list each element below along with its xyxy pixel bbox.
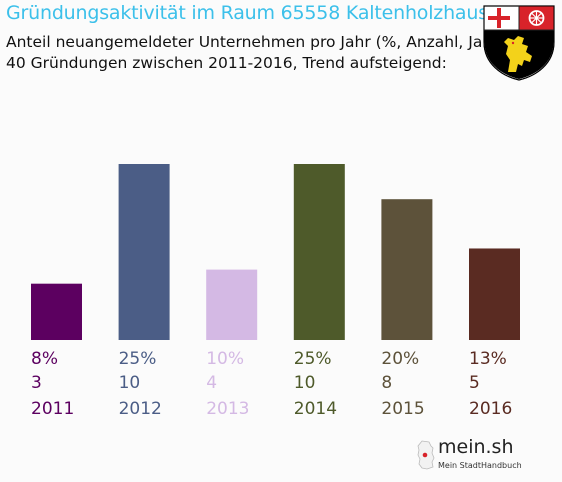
bar-2014 [293,164,345,340]
year-label-2015: 2015 [381,399,424,419]
percent-label-2012: 25% [119,349,157,369]
percent-label-2016: 13% [469,349,507,369]
year-label-2013: 2013 [206,399,249,419]
percent-label-2011: 8% [31,349,58,369]
chart-title: Gründungsaktivität im Raum 65558 Kaltenh… [6,2,512,24]
bar-2012 [118,164,170,340]
count-label-2015: 8 [381,373,392,393]
year-label-2016: 2016 [469,399,512,419]
count-label-2011: 3 [31,373,42,393]
rhineland-palatinate-coat-of-arms-icon [483,5,555,81]
bar-2015 [381,199,433,340]
brand-logo: mein.sh Mein StadtHandbuch [416,436,528,476]
count-label-2013: 4 [206,373,217,393]
brand-tagline: Mein StadtHandbuch [438,461,522,470]
bar-2013 [206,269,258,340]
year-label-2014: 2014 [294,399,337,419]
chart-subtitle: Anteil neuangemeldeter Unternehmen pro J… [6,33,505,51]
year-label-2011: 2011 [31,399,74,419]
percent-label-2015: 20% [381,349,419,369]
germany-map-icon [417,440,435,470]
year-label-2012: 2012 [119,399,162,419]
count-label-2012: 10 [119,373,141,393]
count-label-2014: 10 [294,373,316,393]
brand-name: mein.sh [438,436,514,458]
percent-label-2013: 10% [206,349,244,369]
chart-summary: 40 Gründungen zwischen 2011-2016, Trend … [6,54,447,72]
count-label-2016: 5 [469,373,480,393]
bar-2011 [31,283,82,340]
percent-label-2014: 25% [294,349,332,369]
bar-2016 [469,248,520,340]
